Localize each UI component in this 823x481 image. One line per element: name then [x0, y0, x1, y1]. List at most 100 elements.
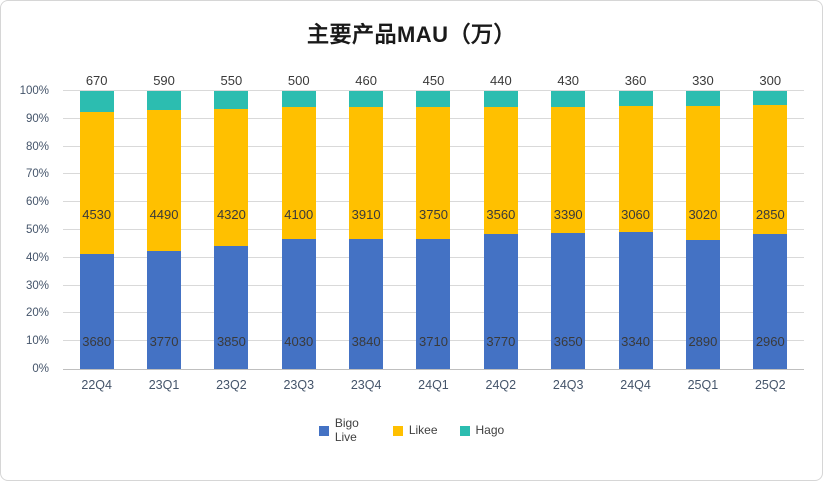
bar-segment-likee	[79, 111, 114, 254]
bar-group-25q2: 2960 2850 300	[737, 73, 804, 369]
legend-label: Bigo Live	[334, 416, 359, 444]
bar-segment-likee	[416, 106, 451, 239]
data-label-hago: 430	[557, 73, 580, 88]
bar-segment-likee	[349, 106, 384, 239]
bar-segment-hago	[147, 91, 182, 110]
data-label-likee: 4320	[216, 206, 246, 222]
y-axis-tick: 100%	[19, 85, 49, 97]
data-label-likee: 3390	[553, 206, 583, 222]
y-axis-tick: 70%	[25, 168, 49, 181]
data-label-hago: 460	[355, 73, 377, 88]
stacked-bar	[147, 91, 182, 369]
data-label-bigo-live: 3650	[553, 334, 583, 349]
bar-group-24q4: 3340 3060 360	[602, 73, 669, 369]
x-axis-tick: 22Q4	[81, 378, 112, 392]
data-label-bigo-live: 4030	[284, 334, 314, 349]
stacked-bar	[214, 91, 249, 369]
y-axis-tick: 80%	[25, 140, 49, 153]
bar-segment-hago	[79, 91, 114, 112]
stacked-bar	[416, 91, 451, 369]
x-axis-tick: 24Q2	[485, 378, 517, 392]
bar-group-24q3: 3650 3390 430	[535, 73, 602, 369]
x-axis: 22Q4 23Q1 23Q2 23Q3 23Q4 24Q1 24Q2 24Q3 24Q4 25Q1…	[63, 378, 804, 392]
y-axis: 0% 10% 20% 30% 40% 50% 60% 70% 80% 90% 100%	[1, 85, 57, 375]
x-axis-tick: 23Q4	[350, 378, 382, 392]
stacked-bar	[685, 91, 720, 369]
bar-group-25q1: 2890 3020 330	[669, 73, 736, 369]
x-axis-tick: 23Q2	[216, 378, 247, 392]
x-axis-tick: 23Q1	[148, 378, 180, 392]
bar-group-23q4: 3840 3910 460	[332, 73, 399, 369]
bar-segment-likee	[753, 104, 788, 235]
bar-segment-bigo-live	[551, 233, 586, 369]
bar-segment-bigo-live	[214, 246, 249, 369]
legend-item-likee: Likee	[392, 422, 438, 438]
bar-group-23q2: 3850 4320 550	[198, 73, 265, 369]
stacked-bar	[349, 91, 384, 369]
bar-segment-likee	[214, 108, 249, 247]
data-label-bigo-live: 3770	[486, 334, 516, 349]
bar-group-22q4: 3680 4530 670	[63, 73, 130, 369]
bar-segment-likee	[483, 106, 518, 235]
data-label-likee: 4530	[82, 206, 112, 222]
gridline	[63, 90, 804, 91]
bar-segment-likee	[551, 107, 586, 234]
legend-swatch-bigo-live	[318, 425, 329, 436]
y-axis-tick: 60%	[25, 196, 49, 209]
bar-segment-likee	[147, 109, 182, 251]
bar-segment-hago	[281, 91, 316, 108]
bar-segment-hago	[214, 91, 249, 109]
y-axis-tick: 40%	[25, 251, 49, 264]
legend-label: Likee	[408, 422, 438, 437]
x-axis-tick: 24Q3	[552, 378, 584, 392]
legend-label: Hago	[475, 422, 505, 437]
legend: Bigo Live Likee Hago	[1, 416, 822, 445]
bar-segment-likee	[685, 105, 720, 241]
bar-segment-bigo-live	[147, 250, 182, 369]
x-axis-tick: 24Q4	[620, 378, 651, 392]
legend-item-hago: Hago	[459, 422, 505, 438]
legend-swatch-likee	[392, 425, 403, 436]
data-label-hago: 300	[759, 73, 782, 88]
data-label-bigo-live: 3850	[216, 334, 246, 349]
data-label-bigo-live: 3770	[149, 334, 179, 349]
y-axis-tick: 90%	[25, 112, 49, 125]
bar-segment-bigo-live	[416, 238, 451, 369]
data-label-hago: 360	[624, 73, 647, 88]
data-label-likee: 4100	[284, 206, 314, 222]
y-axis-tick: 50%	[25, 224, 49, 236]
data-label-bigo-live: 2960	[755, 334, 785, 349]
stacked-bar	[79, 91, 114, 369]
data-label-hago: 450	[422, 73, 445, 88]
data-label-bigo-live: 3710	[419, 334, 448, 349]
data-label-bigo-live: 3840	[351, 334, 381, 349]
bar-segment-bigo-live	[79, 253, 114, 369]
data-label-likee: 3750	[419, 206, 448, 222]
bar-segment-bigo-live	[483, 234, 518, 369]
y-axis-tick: 10%	[25, 335, 49, 348]
bar-segment-hago	[349, 91, 384, 107]
bar-segment-hago	[618, 91, 653, 106]
bar-group-24q1: 3710 3750 450	[400, 73, 467, 369]
data-label-likee: 2850	[755, 206, 785, 222]
bar-segment-hago	[753, 91, 788, 105]
x-axis-tick: 24Q1	[418, 378, 449, 392]
bar-segment-hago	[685, 91, 720, 106]
bar-group-24q2: 3770 3560 440	[467, 73, 534, 369]
data-label-bigo-live: 2890	[688, 334, 718, 349]
bar-segment-likee	[618, 105, 653, 232]
legend-swatch-hago	[459, 425, 470, 436]
data-label-likee: 3560	[486, 206, 516, 222]
legend-item-bigo-live: Bigo Live	[318, 416, 371, 445]
bar-segment-hago	[551, 91, 586, 108]
data-label-hago: 670	[85, 73, 108, 88]
data-label-likee: 3060	[621, 206, 651, 222]
data-label-hago: 590	[153, 73, 175, 88]
data-label-bigo-live: 3340	[621, 334, 651, 349]
bar-segment-bigo-live	[753, 234, 788, 369]
data-label-likee: 3020	[688, 206, 718, 222]
data-label-likee: 4490	[149, 206, 179, 222]
stacked-bar	[753, 91, 788, 369]
bars-row: 3680 4530 670 3770 4490 590 3850 4320 550 4030 410…	[63, 73, 804, 369]
